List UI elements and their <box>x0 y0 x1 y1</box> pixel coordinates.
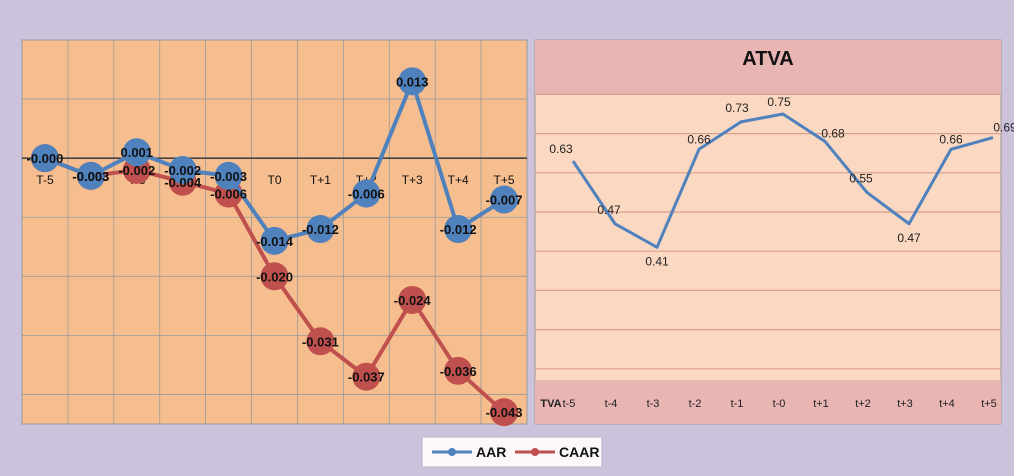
left-labels-caar: -0.000-0.003 -0.002-0.004-0.006-0.020-0.0… <box>27 151 523 420</box>
left-data-label: -0.006 <box>210 187 247 202</box>
left-data-point <box>260 262 289 291</box>
right-series-layer: 0.63 0.47 0.41 0.66 0.73 0.75 0.68 0.55 0.47 0.66… <box>549 95 1014 268</box>
right-data-label: 0.41 <box>645 254 669 268</box>
right-data-label: 0.73 <box>725 101 749 115</box>
legend-caar-label: CAAR <box>559 444 599 460</box>
right-category-label: t-1 <box>731 398 744 410</box>
right-data-label: 0.66 <box>939 132 963 146</box>
left-category-label: T-5 <box>36 173 54 187</box>
left-data-label: 0.001 <box>120 145 153 160</box>
right-data-label: 0.69 <box>993 121 1014 135</box>
left-data-label: -0.014 <box>256 234 294 249</box>
legend-aar-label: AAR <box>476 444 506 460</box>
left-data-point <box>306 215 335 244</box>
left-data-label: -0.020 <box>256 269 293 284</box>
left-data-point <box>398 67 427 96</box>
right-axis-label: TVA <box>540 398 561 410</box>
right-category-label: t+5 <box>981 398 997 410</box>
left-data-label: -0.012 <box>440 222 477 237</box>
right-category-label: t-0 <box>773 398 786 410</box>
left-data-label: -0.024 <box>394 293 432 308</box>
right-data-label: 0.63 <box>549 142 573 156</box>
right-chart-area <box>534 39 1002 425</box>
right-category-label: t+3 <box>897 398 913 410</box>
right-chart-title: ATVA <box>742 48 793 70</box>
left-data-point <box>306 327 335 356</box>
right-category-label: t+1 <box>813 398 829 410</box>
left-data-point <box>490 398 519 427</box>
right-series-line <box>571 112 994 249</box>
legend-aar-marker <box>448 448 456 456</box>
left-data-point <box>444 356 473 385</box>
right-title-band <box>535 40 1001 95</box>
right-category-ticks: t-5 t-4 t-3 t-2 t-1 t-0 t+1 t+2 t+3 t+4 t+5 <box>563 398 997 410</box>
left-data-label: -0.012 <box>302 222 339 237</box>
left-category-label: T+3 <box>402 173 423 187</box>
right-data-label: 0.47 <box>597 203 621 217</box>
left-data-point <box>490 185 519 214</box>
left-data-label: -0.006 <box>348 187 385 202</box>
right-category-label: t-2 <box>689 398 702 410</box>
left-chart: T-5T-4T-3T-2T-1T0T+1T+2T+3T+4T+5 -0.000-… <box>21 39 528 427</box>
left-data-point <box>30 144 59 173</box>
left-data-label: -0.036 <box>440 364 477 379</box>
left-category-label: T+1 <box>310 173 331 187</box>
right-category-label: t-3 <box>647 398 660 410</box>
right-category-label: t+4 <box>939 398 955 410</box>
left-data-label: -0.002 <box>164 163 201 178</box>
right-category-label: t-4 <box>605 398 618 410</box>
left-data-point <box>444 215 473 244</box>
left-data-point <box>214 161 243 190</box>
left-data-label: -0.002 <box>118 163 155 178</box>
left-data-label: -0.000 <box>27 151 64 166</box>
left-data-label: -0.007 <box>486 193 523 208</box>
left-data-point <box>76 161 105 190</box>
left-data-point <box>352 362 381 391</box>
left-data-point <box>260 226 289 255</box>
left-data-point <box>122 138 151 167</box>
left-category-label: T0 <box>267 173 281 187</box>
left-data-label: 0.013 <box>396 74 429 89</box>
left-category-label: T+4 <box>448 173 469 187</box>
right-data-label: 0.75 <box>767 95 791 109</box>
left-data-label: -0.003 <box>72 169 109 184</box>
right-data-label: 0.68 <box>821 126 845 140</box>
right-data-label: 0.66 <box>687 132 711 146</box>
left-category-label: T+5 <box>494 173 515 187</box>
left-data-point <box>398 285 427 314</box>
left-series-aar <box>30 67 519 255</box>
right-category-label: t+2 <box>855 398 871 410</box>
legend: AAR CAAR <box>421 436 603 468</box>
right-data-label: 0.47 <box>897 231 921 245</box>
left-data-label: -0.037 <box>348 370 385 385</box>
left-data-point <box>168 155 197 184</box>
left-series-layer: -0.000-0.003 -0.002-0.004-0.006-0.020-0.0… <box>27 67 523 427</box>
right-category-label: t-5 <box>563 398 576 410</box>
right-axis-band <box>535 380 1001 424</box>
right-gridlines <box>535 93 1001 370</box>
left-data-label: -0.043 <box>486 405 523 420</box>
right-chart: ATVA TVA t-5 t-4 t-3 t-2 t-1 t-0 t+1 t+2 t+3 t+4 t… <box>534 39 1014 425</box>
legend-caar-marker <box>531 448 539 456</box>
left-labels-aar: -0.003 0.001 -0.002 -0.003 -0.014 -0.012 -0.00… <box>72 74 522 249</box>
left-data-label: -0.031 <box>302 334 339 349</box>
left-data-point <box>352 179 381 208</box>
left-data-label: -0.004 <box>164 175 202 190</box>
left-data-label: -0.003 <box>210 169 247 184</box>
right-data-label: 0.55 <box>849 171 873 185</box>
left-data-label: -0.003 <box>72 169 109 184</box>
